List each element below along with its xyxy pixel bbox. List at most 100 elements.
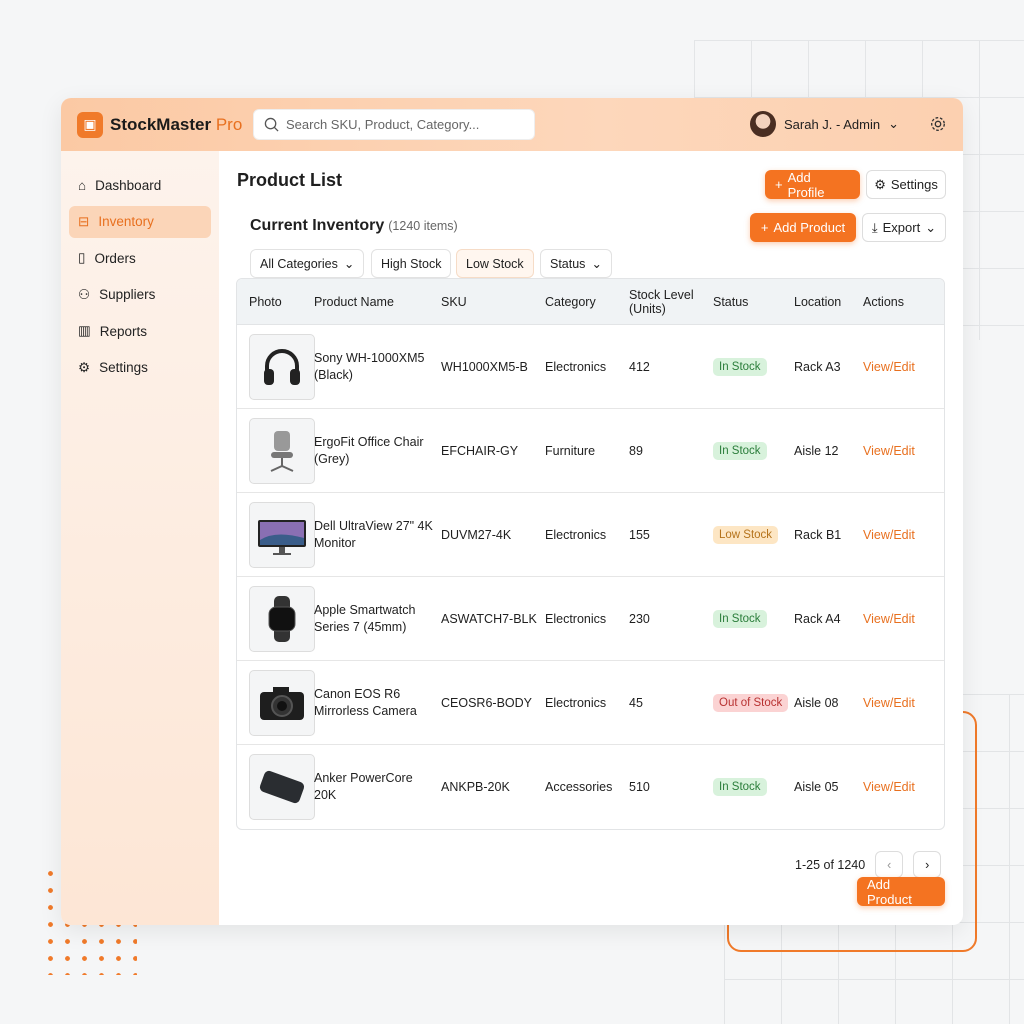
chevron-down-icon: ⌄ [925, 219, 937, 235]
table-row: Dell UltraView 27" 4K Monitor DUVM27-4K … [237, 493, 944, 577]
button-label: Settings [890, 177, 938, 192]
product-name: Dell UltraView 27" 4K Monitor [314, 518, 433, 550]
sku: ASWATCH7-BLK [441, 611, 537, 626]
chart-icon: ▥ [78, 323, 91, 338]
download-icon: ⤓ [871, 219, 878, 235]
sidebar-item-dashboard[interactable]: ⌂ Dashboard [69, 169, 211, 201]
export-button[interactable]: ⤓ Export ⌄ [862, 213, 946, 242]
sku: ANKPB-20K [441, 780, 510, 794]
column-header: Location [794, 294, 842, 309]
status-badge: Low Stock [713, 525, 779, 544]
chevron-down-icon: ⌄ [343, 257, 355, 271]
section-title: Current Inventory (1240 items) [250, 217, 458, 235]
status-badge: Out of Stock [713, 693, 789, 712]
gear-icon: ⚙ [78, 359, 91, 375]
sidebar-item-label: Suppliers [99, 287, 156, 302]
location: Aisle 08 [794, 695, 839, 710]
monitor-photo [249, 501, 315, 568]
sidebar-item-label: Orders [94, 250, 136, 266]
stock-level: 510 [629, 780, 650, 794]
inventory-table: Photo Product Name SKU Category Stock Le… [236, 278, 945, 830]
headphones-photo [249, 333, 315, 400]
status-badge: In Stock [713, 441, 767, 460]
search-icon [264, 117, 279, 132]
category: Electronics [545, 359, 607, 374]
brand-suffix: Pro [215, 114, 243, 134]
briefcase-icon: ⊟ [78, 213, 90, 229]
sku: EFCHAIR-GY [441, 443, 519, 458]
filter-label: Status [550, 256, 586, 271]
column-header: Status [713, 294, 749, 309]
plus-icon: + [775, 177, 783, 192]
stock-level: 45 [629, 695, 643, 710]
view-edit-link[interactable]: View/Edit [863, 780, 915, 794]
sidebar-item-suppliers[interactable]: ⚇ Suppliers [69, 279, 211, 311]
table-header: Photo Product Name SKU Category Stock Le… [237, 279, 944, 325]
search-input[interactable]: Search SKU, Product, Category... [253, 109, 535, 140]
main-content: Product List + Add Profile ⚙ Settings Curr… [219, 151, 963, 925]
button-label: Add Profile [787, 169, 825, 200]
app-window: ▣ StockMaster Pro Search SKU, Product, C… [61, 98, 963, 925]
stock-level: 230 [629, 611, 650, 626]
stock-level: 412 [629, 359, 650, 374]
view-edit-link[interactable]: View/Edit [863, 527, 915, 542]
product-name: Sony WH-1000XM5 (Black) [314, 350, 425, 382]
sidebar-item-reports[interactable]: ▥ Reports [69, 315, 211, 347]
camera-photo [249, 669, 315, 736]
filter-all-categories[interactable]: All Categories ⌄ [250, 249, 365, 278]
button-label: Export [882, 220, 921, 235]
filter-status[interactable]: Status ⌄ [540, 249, 612, 278]
stock-level: 155 [629, 527, 650, 542]
location: Aisle 12 [794, 443, 839, 458]
next-page-button[interactable]: › [913, 851, 942, 878]
table-row: ErgoFit Office Chair (Grey) EFCHAIR-GY F… [237, 409, 944, 493]
chevron-down-icon: ⌄ [591, 257, 602, 271]
view-edit-link[interactable]: View/Edit [863, 695, 915, 710]
chevron-right-icon: › [925, 857, 930, 872]
brand: StockMaster Pro [110, 115, 242, 135]
product-name: ErgoFit Office Chair (Grey) [314, 434, 424, 466]
table-row: Canon EOS R6 Mirrorless Camera CEOSR6-BO… [237, 661, 944, 745]
stock-level: 89 [629, 443, 643, 458]
prev-page-button[interactable]: ‹ [875, 851, 904, 878]
button-label: Add Product [867, 876, 912, 907]
sidebar-item-settings[interactable]: ⚙ Settings [69, 352, 211, 384]
add-product-button[interactable]: + Add Product [750, 213, 856, 242]
filter-high-stock[interactable]: High Stock [371, 249, 452, 278]
view-edit-link[interactable]: View/Edit [863, 443, 915, 458]
sidebar-item-orders[interactable]: ▯ Orders [69, 242, 211, 274]
filter-low-stock[interactable]: Low Stock [456, 249, 534, 278]
sidebar-item-inventory[interactable]: ⊟ Inventory [69, 205, 211, 238]
pagination: 1-25 of 1240 ‹ › [795, 851, 942, 878]
product-name: Anker PowerCore 20K [314, 771, 413, 802]
user-name: Sarah J. - Admin [783, 116, 881, 132]
filter-label: High Stock [381, 256, 442, 271]
column-header: Actions [863, 294, 904, 309]
sidebar-item-label: Reports [99, 323, 148, 339]
sidebar-item-label: Inventory [98, 214, 154, 229]
column-header: SKU [441, 294, 467, 309]
filter-label: All Categories [260, 256, 338, 271]
table-row: Sony WH-1000XM5 (Black) WH1000XM5-B Elec… [237, 325, 944, 409]
plus-icon: + [760, 220, 769, 235]
product-name: Apple Smartwatch Series 7 (45mm) [314, 602, 416, 634]
view-edit-link[interactable]: View/Edit [863, 611, 915, 626]
gear-icon: ⚙ [874, 176, 886, 192]
add-profile-button[interactable]: + Add Profile [765, 169, 860, 200]
watch-photo [249, 585, 315, 652]
view-edit-link[interactable]: View/Edit [863, 359, 915, 374]
users-icon: ⚇ [78, 286, 91, 302]
home-icon: ⌂ [78, 177, 87, 193]
add-product-bottom-button[interactable]: Add Product [857, 876, 945, 907]
status-badge: In Stock [713, 609, 767, 628]
chair-photo [249, 417, 315, 484]
status-badge: In Stock [713, 778, 767, 796]
sidebar: ⌂ Dashboard ⊟ Inventory ▯ Orders ⚇ Suppliers… [61, 151, 219, 925]
table-row: Anker PowerCore 20K ANKPB-20K Accessorie… [237, 745, 944, 829]
category: Furniture [545, 443, 596, 458]
category: Accessories [545, 780, 613, 794]
user-menu[interactable]: Sarah J. - Admin ⌄ [749, 111, 899, 137]
sku: DUVM27-4K [441, 527, 512, 542]
settings-button[interactable]: ⚙ Settings [866, 170, 946, 199]
gear-icon[interactable] [929, 115, 947, 133]
